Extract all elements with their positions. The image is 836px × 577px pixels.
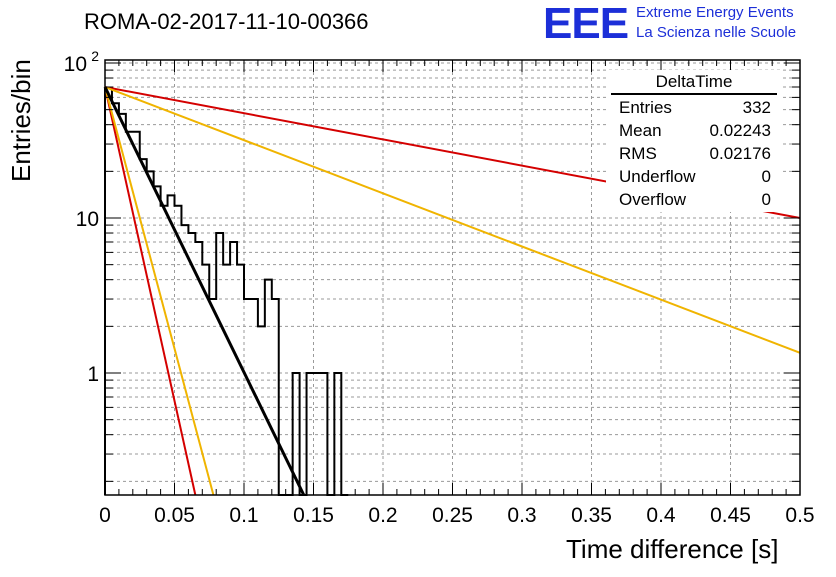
fit-line	[104, 86, 197, 496]
logo-subtitle-1: Extreme Energy Events	[636, 4, 794, 21]
x-tick-label: 0.2	[368, 504, 397, 527]
fit-line	[104, 86, 801, 354]
stats-value: 0	[761, 167, 771, 186]
stats-label: RMS	[619, 144, 657, 163]
x-tick-label: 0.15	[293, 504, 334, 527]
x-axis-label: Time difference [s]	[566, 534, 779, 564]
stats-box: DeltaTime Entries 332 Mean 0.02243 RMS 0…	[611, 72, 777, 211]
y-tick-label-exponent: 2	[91, 48, 99, 64]
x-tick-label: 0.05	[154, 504, 195, 527]
stats-label: Entries	[619, 98, 672, 117]
stats-value: 0	[761, 190, 771, 209]
x-tick-label: 0.4	[646, 504, 676, 527]
x-tick-label: 0.25	[432, 504, 473, 527]
stats-value: 0.02176	[709, 144, 771, 163]
fit-line	[104, 86, 215, 496]
chart-title: ROMA-02-2017-11-10-00366	[84, 9, 369, 34]
stats-value: 0.02243	[709, 121, 771, 140]
stats-label: Overflow	[619, 190, 687, 209]
stats-row-overflow: Overflow 0	[611, 188, 777, 211]
stats-row-entries: Entries 332	[611, 96, 777, 119]
x-tick-label: 0	[99, 504, 111, 527]
fit-line	[103, 86, 306, 496]
stats-title: DeltaTime	[611, 72, 777, 95]
y-tick-label: 1	[87, 363, 99, 386]
eee-logo: EEE	[543, 0, 629, 48]
x-tick-label: 0.35	[571, 504, 612, 527]
stats-label: Underflow	[619, 167, 696, 186]
x-tick-label: 0.3	[507, 504, 536, 527]
y-tick-label: 10	[64, 53, 87, 76]
x-tick-label: 0.5	[785, 504, 814, 527]
stats-row-rms: RMS 0.02176	[611, 142, 777, 165]
y-axis-label: Entries/bin	[6, 59, 36, 182]
stats-value: 332	[742, 98, 771, 117]
x-tick-label: 0.45	[710, 504, 751, 527]
histogram-bars	[104, 86, 349, 496]
logo-subtitle-2: La Scienza nelle Scuole	[636, 24, 797, 41]
y-tick-label: 10	[76, 208, 99, 231]
stats-row-mean: Mean 0.02243	[611, 119, 777, 142]
x-tick-label: 0.1	[229, 504, 258, 527]
stats-label: Mean	[619, 121, 662, 140]
stats-row-underflow: Underflow 0	[611, 165, 777, 188]
